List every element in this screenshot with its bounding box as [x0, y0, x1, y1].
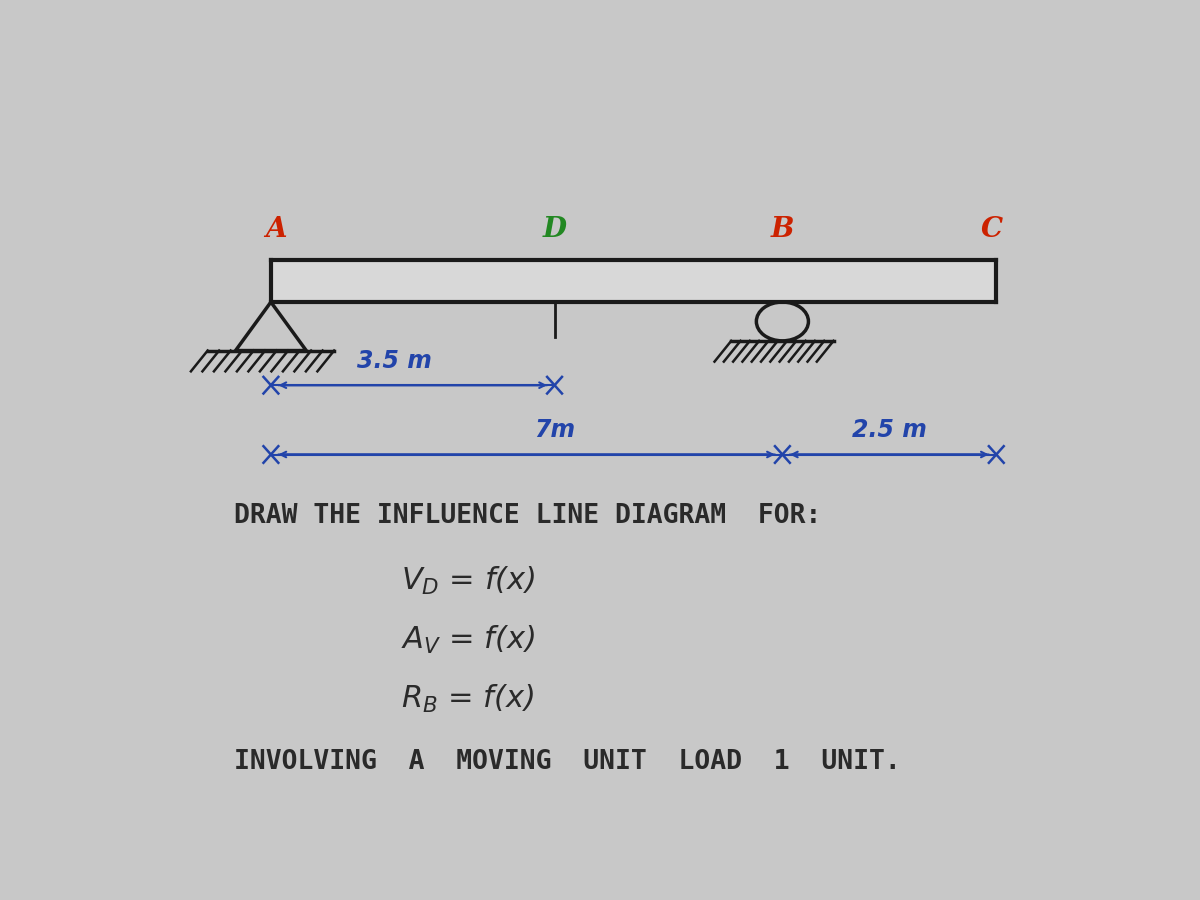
- Text: D: D: [542, 216, 566, 243]
- Text: DRAW THE INFLUENCE LINE DIAGRAM  FOR:: DRAW THE INFLUENCE LINE DIAGRAM FOR:: [234, 503, 821, 529]
- Bar: [271, 260, 996, 302]
- Text: 2.5 m: 2.5 m: [852, 418, 926, 442]
- Text: 7m: 7m: [534, 418, 575, 442]
- Text: C: C: [980, 216, 1003, 243]
- Text: INVOLVING  A  MOVING  UNIT  LOAD  1  UNIT.: INVOLVING A MOVING UNIT LOAD 1 UNIT.: [234, 749, 900, 775]
- Text: 3.5 m: 3.5 m: [356, 348, 432, 373]
- Text: $R_B$ = f(x): $R_B$ = f(x): [401, 683, 534, 716]
- Text: $V_D$ = f(x): $V_D$ = f(x): [401, 565, 535, 598]
- Text: A: A: [265, 216, 287, 243]
- Text: B: B: [770, 216, 794, 243]
- Text: $A_V$ = f(x): $A_V$ = f(x): [401, 625, 535, 656]
